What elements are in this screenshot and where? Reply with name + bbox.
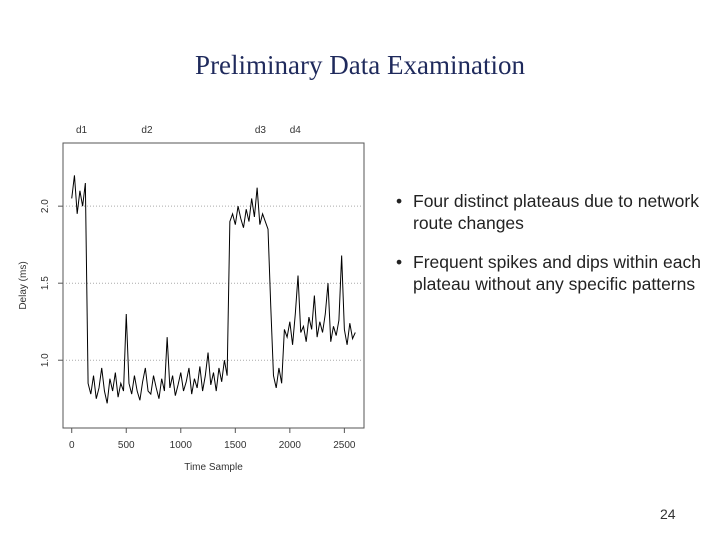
y-tick-label: 1.5 (40, 276, 51, 290)
data-line (71, 175, 356, 404)
x-tick-label: 1000 (170, 440, 193, 451)
y-tick-label: 2.0 (40, 199, 51, 213)
x-tick-label: 500 (118, 440, 135, 451)
y-tick-label: 1.0 (40, 353, 51, 367)
bullet: Frequent spikes and dips within each pla… (392, 251, 702, 295)
annotation: d3 (255, 125, 267, 136)
chart: 0 500 1000 1500 2000 2500 1.0 1.5 2.0 d1 d2 d3 d4 Tim… (18, 125, 365, 473)
x-tick-label: 2500 (333, 440, 356, 451)
slide-title: Preliminary Data Examination (195, 50, 525, 80)
bullet-list: Four distinct plateaus due to network ro… (392, 190, 702, 312)
page-number: 24 (660, 506, 676, 522)
x-tick-label: 2000 (279, 440, 302, 451)
annotation: d1 (76, 125, 88, 136)
plot-frame (62, 142, 365, 429)
x-tick-label: 0 (69, 440, 75, 451)
bullet: Four distinct plateaus due to network ro… (392, 190, 702, 234)
annotation: d4 (290, 125, 302, 136)
x-tick-label: 1500 (224, 440, 247, 451)
y-axis-label: Delay (ms) (18, 261, 29, 309)
annotation: d2 (141, 125, 153, 136)
x-axis-label: Time Sample (184, 462, 243, 473)
